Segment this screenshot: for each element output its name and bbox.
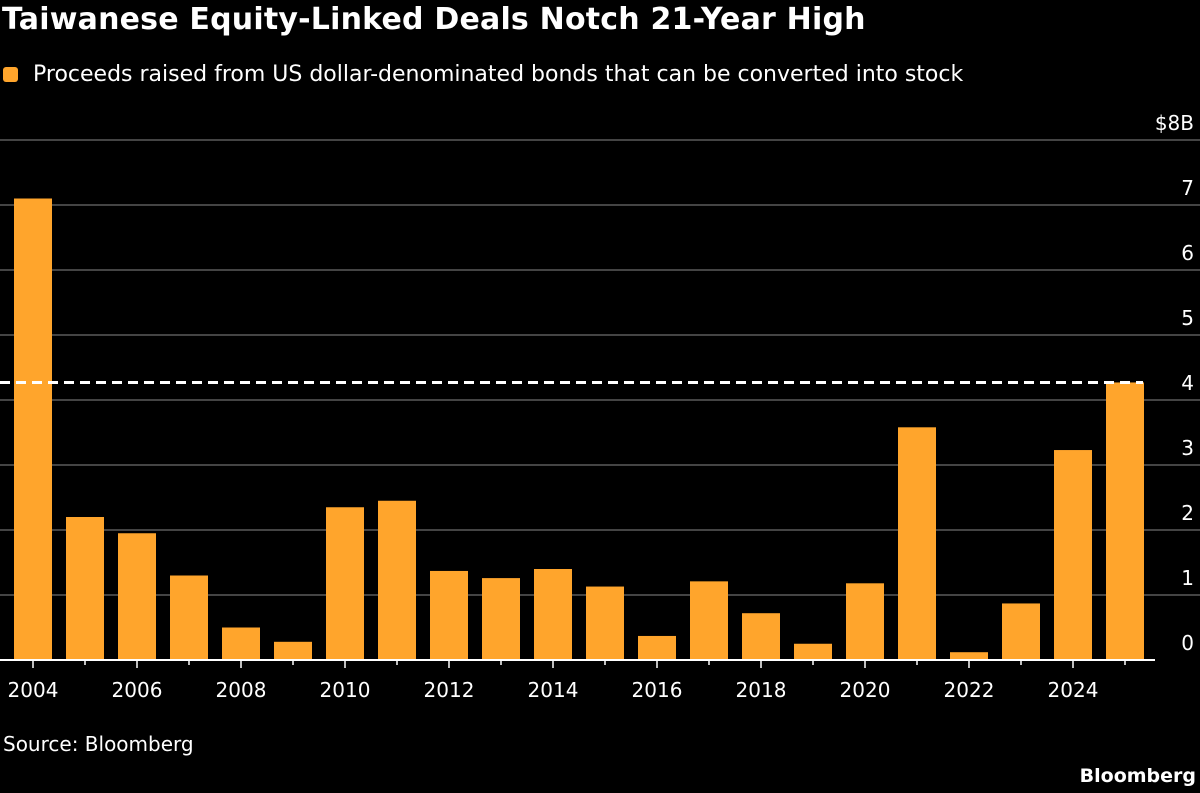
bar-2017 bbox=[690, 581, 728, 660]
y-tick-label-0: 0 bbox=[1181, 631, 1194, 655]
bar-2023 bbox=[1002, 603, 1040, 660]
bar-2004 bbox=[14, 198, 52, 660]
y-tick-label-7: 7 bbox=[1181, 176, 1194, 200]
bar-2012 bbox=[430, 570, 468, 660]
x-tick-label-2016: 2016 bbox=[632, 678, 683, 702]
x-tick-label-2012: 2012 bbox=[424, 678, 475, 702]
y-tick-label-3: 3 bbox=[1181, 436, 1194, 460]
gridlines bbox=[0, 139, 1200, 596]
x-tick-label-2006: 2006 bbox=[112, 678, 163, 702]
legend-label: Proceeds raised from US dollar-denominat… bbox=[33, 62, 964, 87]
bar-2010 bbox=[326, 507, 364, 660]
source-note: Source: Bloomberg bbox=[3, 732, 194, 756]
bar-2006 bbox=[118, 533, 156, 660]
x-tick-label-2018: 2018 bbox=[736, 678, 787, 702]
bar-2020 bbox=[846, 583, 884, 660]
x-tick-label-2004: 2004 bbox=[8, 678, 59, 702]
bar-2007 bbox=[170, 575, 208, 660]
y-tick-label-1: 1 bbox=[1181, 566, 1194, 590]
bar-2019 bbox=[794, 643, 832, 660]
y-tick-label-2: 2 bbox=[1181, 501, 1194, 525]
bar-2022 bbox=[950, 652, 988, 660]
bar-2021 bbox=[898, 427, 936, 660]
x-tick-label-2022: 2022 bbox=[944, 678, 995, 702]
axes: 0 1 2 3 4 5 6 7 $8B 2004 2006 2008 2010 2012 2014 2016 2… bbox=[0, 111, 1194, 702]
y-tick-label-4: 4 bbox=[1181, 371, 1194, 395]
bar-2015 bbox=[586, 586, 624, 660]
bar-2013 bbox=[482, 578, 520, 660]
bar-2011 bbox=[378, 500, 416, 660]
bar-2005 bbox=[66, 517, 104, 660]
bar-2024 bbox=[1054, 450, 1092, 660]
x-tick-label-2010: 2010 bbox=[320, 678, 371, 702]
bar-2016 bbox=[638, 635, 676, 660]
x-tick-label-2014: 2014 bbox=[528, 678, 579, 702]
bar-2018 bbox=[742, 613, 780, 660]
y-tick-label-5: 5 bbox=[1181, 306, 1194, 330]
bars bbox=[14, 198, 1144, 660]
bar-2025 bbox=[1106, 382, 1144, 660]
bar-2008 bbox=[222, 627, 260, 660]
bar-2009 bbox=[274, 641, 312, 660]
legend: Proceeds raised from US dollar-denominat… bbox=[3, 62, 963, 87]
x-tick-label-2008: 2008 bbox=[216, 678, 267, 702]
chart-title: Taiwanese Equity-Linked Deals Notch 21-Y… bbox=[2, 2, 866, 37]
bar-2014 bbox=[534, 569, 572, 660]
x-tick-label-2024: 2024 bbox=[1048, 678, 1099, 702]
y-tick-label-6: 6 bbox=[1181, 241, 1194, 265]
x-tick-label-2020: 2020 bbox=[840, 678, 891, 702]
bloomberg-logo: Bloomberg bbox=[1079, 765, 1196, 787]
legend-swatch bbox=[3, 67, 18, 82]
y-tick-label-8: $8B bbox=[1155, 111, 1194, 135]
